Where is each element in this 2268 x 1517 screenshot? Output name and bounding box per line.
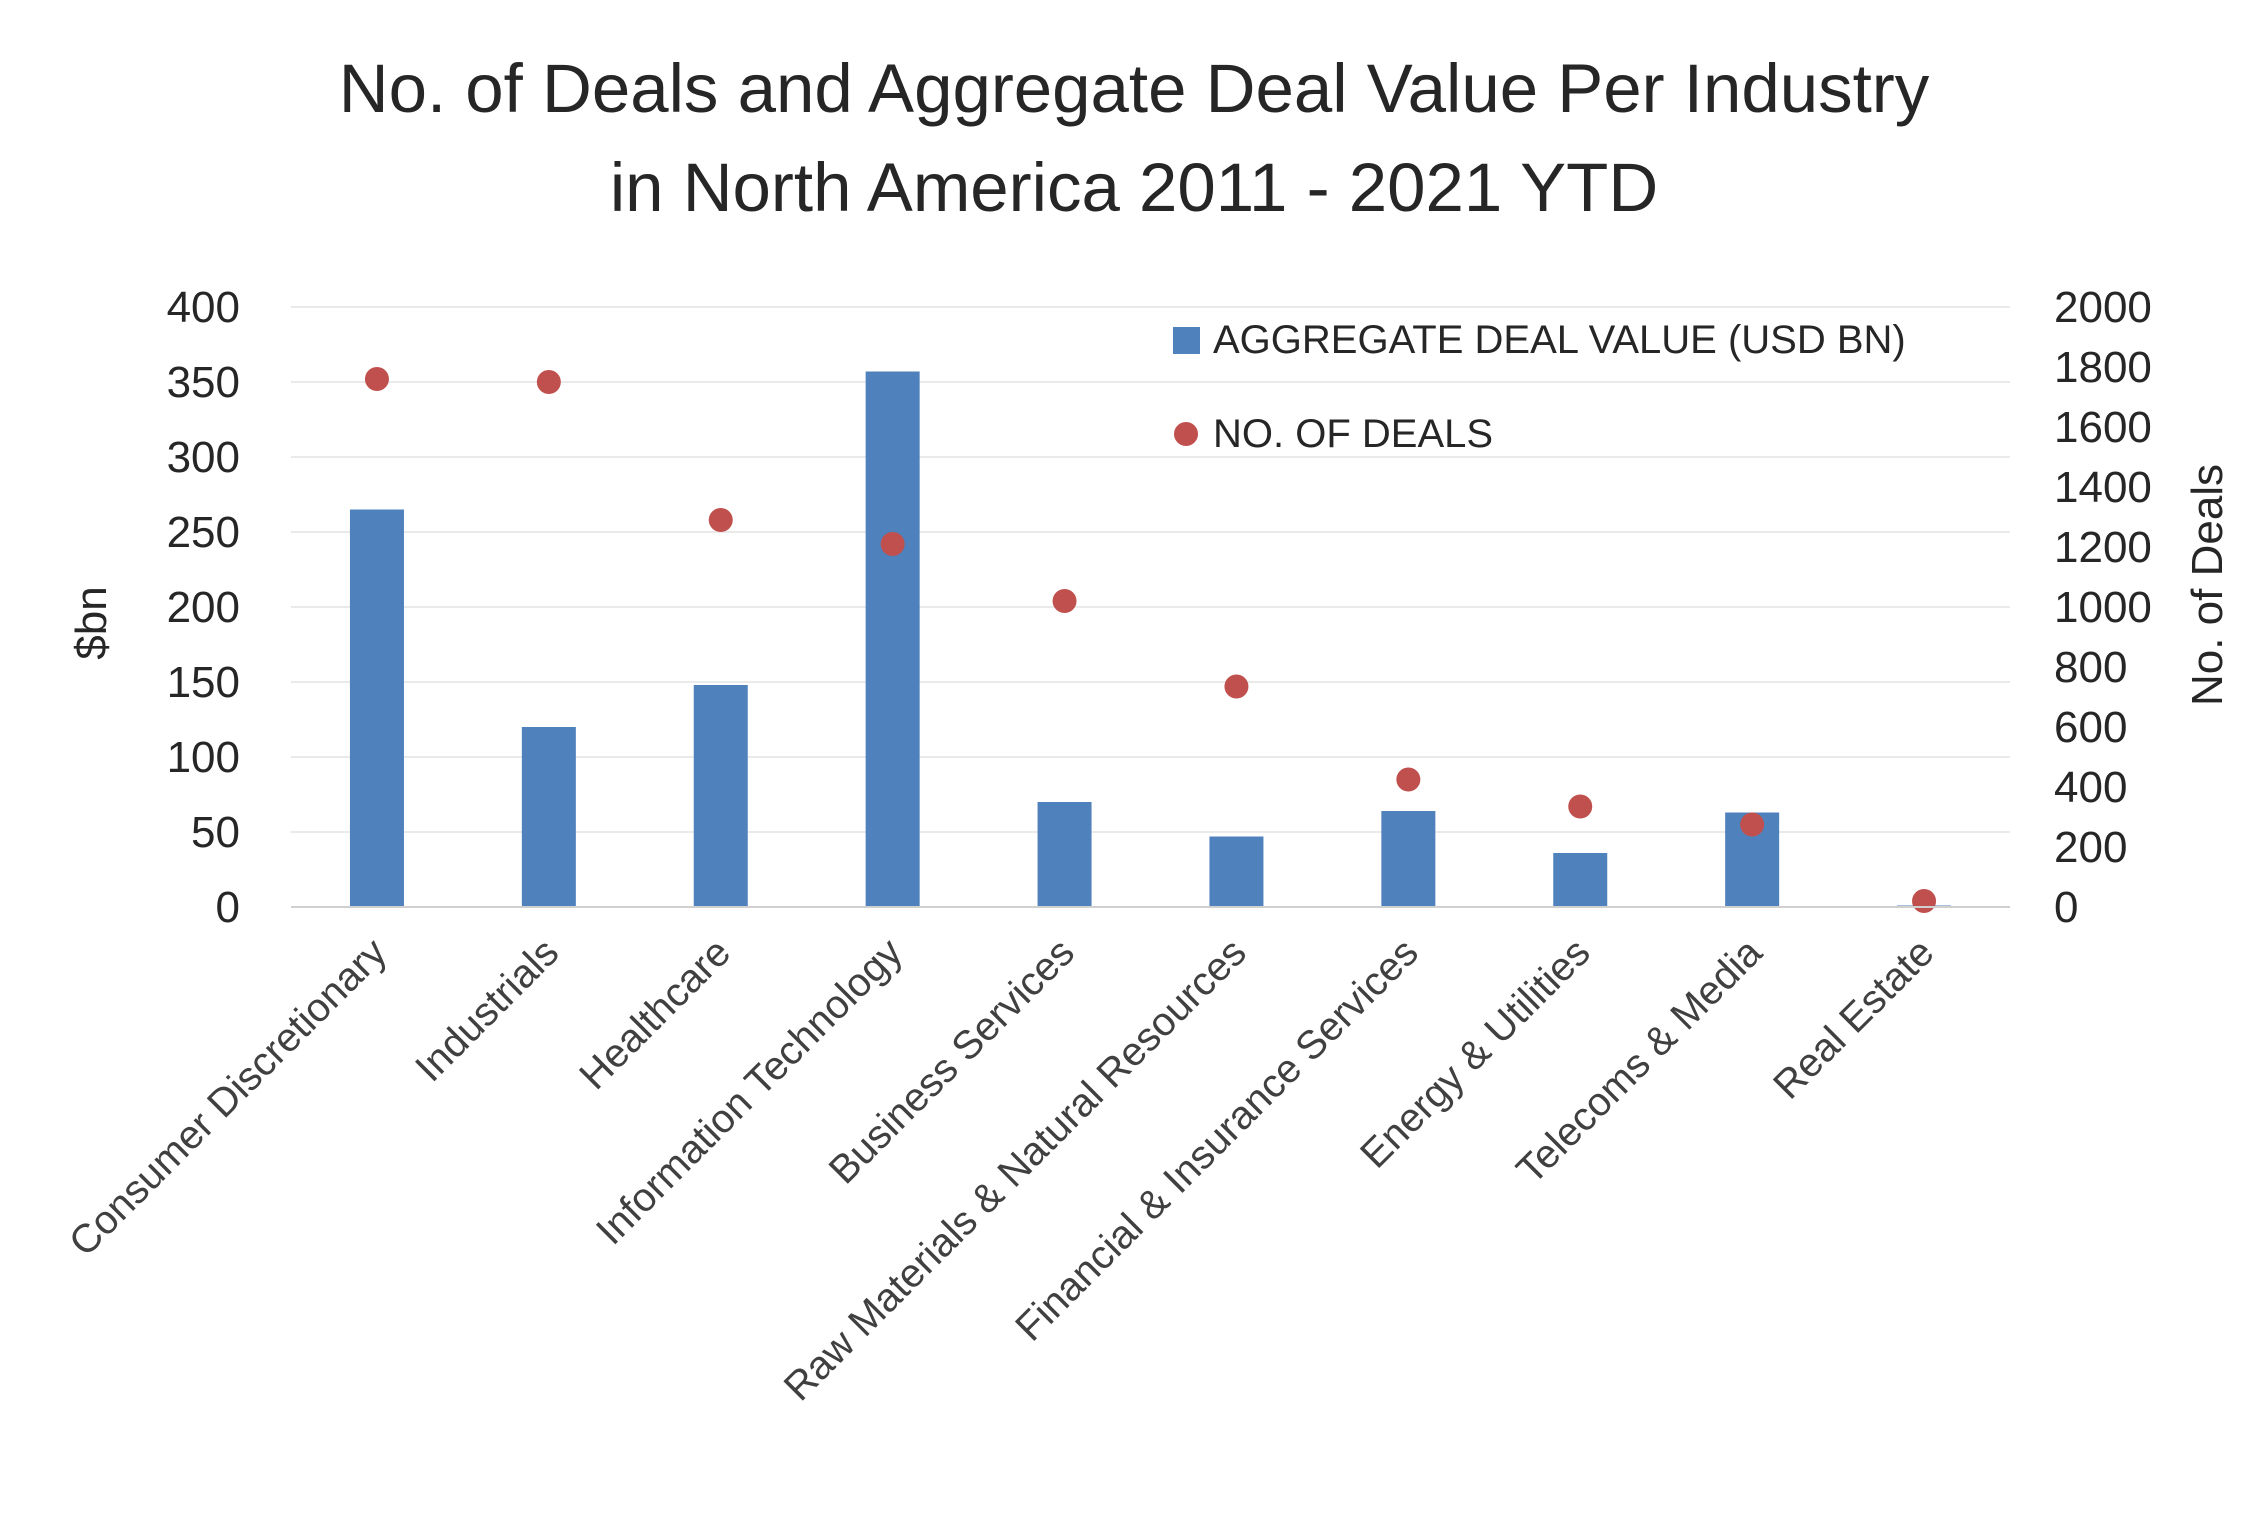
y-right-tick-label: 1200 bbox=[2054, 523, 2152, 572]
deal-count-point bbox=[1568, 794, 1593, 819]
y-left-tick-label: 150 bbox=[167, 658, 240, 707]
deal-count-point bbox=[536, 370, 561, 394]
y-right-tick-label: 800 bbox=[2054, 643, 2127, 692]
bar bbox=[693, 685, 748, 907]
y-right-tick-label: 1800 bbox=[2054, 343, 2152, 392]
bar bbox=[1209, 836, 1264, 907]
bar bbox=[1037, 802, 1092, 907]
y-right-tick-label: 1400 bbox=[2054, 463, 2152, 512]
deal-count-point bbox=[1396, 767, 1421, 792]
y-left-tick-label: 350 bbox=[167, 358, 240, 407]
bar bbox=[865, 371, 920, 907]
chart-title: No. of Deals and Aggregate Deal Value Pe… bbox=[339, 50, 1930, 226]
y-left-tick-label: 50 bbox=[191, 808, 240, 857]
y-right-tick-label: 600 bbox=[2054, 703, 2127, 752]
bar-series bbox=[349, 371, 1952, 907]
scatter-series bbox=[364, 367, 1937, 913]
legend-dot-label: NO. OF DEALS bbox=[1213, 412, 1493, 456]
deal-count-point bbox=[880, 532, 905, 556]
chart-title-line-1: No. of Deals and Aggregate Deal Value Pe… bbox=[339, 50, 1930, 127]
category-label: Healthcare bbox=[571, 930, 739, 1098]
deal-count-point bbox=[1224, 674, 1249, 699]
gridlines bbox=[291, 306, 2010, 833]
y-left-tick-label: 100 bbox=[167, 733, 240, 782]
x-axis-category-labels: Consumer Discretionary Industrials Healthc… bbox=[61, 930, 1943, 1410]
bar bbox=[521, 727, 576, 907]
y-right-tick-label: 200 bbox=[2054, 823, 2127, 872]
y-right-tick-label: 2000 bbox=[2054, 283, 2152, 332]
y-axis-left-label: $bn bbox=[67, 586, 116, 659]
deal-count-point bbox=[1052, 589, 1077, 613]
bar bbox=[1381, 811, 1436, 907]
y-axis-left-ticks: 0 50 100 150 200 250 300 350 400 bbox=[167, 283, 240, 932]
legend-bar-swatch bbox=[1173, 327, 1200, 354]
y-right-tick-label: 400 bbox=[2054, 763, 2127, 812]
y-left-tick-label: 300 bbox=[167, 433, 240, 482]
bar bbox=[349, 509, 404, 907]
y-left-tick-label: 250 bbox=[167, 508, 240, 557]
deal-count-point bbox=[1740, 812, 1765, 837]
y-right-tick-label: 1600 bbox=[2054, 403, 2152, 452]
chart-title-line-2: in North America 2011 - 2021 YTD bbox=[610, 149, 1658, 226]
y-right-tick-label: 1000 bbox=[2054, 583, 2152, 632]
deal-count-point bbox=[708, 508, 733, 532]
y-axis-right-ticks: 0 200 400 600 800 1000 1200 1400 1600 1800 2000 bbox=[2054, 283, 2152, 932]
deal-count-point bbox=[1912, 889, 1937, 913]
legend: AGGREGATE DEAL VALUE (USD BN) NO. OF DEA… bbox=[1173, 318, 1906, 456]
y-left-tick-label: 0 bbox=[216, 883, 240, 932]
y-left-tick-label: 400 bbox=[167, 283, 240, 332]
y-right-tick-label: 0 bbox=[2054, 883, 2078, 932]
legend-dot-swatch bbox=[1174, 422, 1198, 446]
legend-bar-label: AGGREGATE DEAL VALUE (USD BN) bbox=[1213, 318, 1906, 362]
category-label: Real Estate bbox=[1765, 930, 1942, 1107]
bar bbox=[1553, 853, 1608, 907]
category-label: Information Technology bbox=[588, 930, 911, 1253]
category-label: Industrials bbox=[407, 930, 567, 1090]
y-axis-right-label: No. of Deals bbox=[2183, 464, 2232, 706]
y-left-tick-label: 200 bbox=[167, 583, 240, 632]
deal-count-point bbox=[364, 367, 389, 391]
category-label: Consumer Discretionary bbox=[61, 930, 395, 1264]
